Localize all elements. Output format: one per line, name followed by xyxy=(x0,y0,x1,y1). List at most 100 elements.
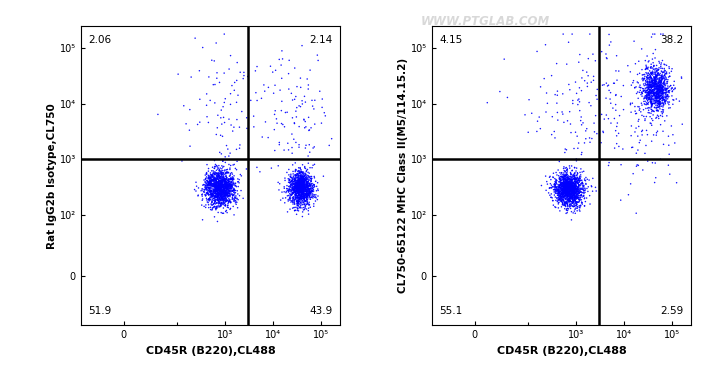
Point xyxy=(296,184,307,190)
Point xyxy=(567,185,578,191)
Point xyxy=(566,190,577,196)
Point xyxy=(653,70,664,76)
Point xyxy=(220,190,232,196)
Point xyxy=(289,208,300,214)
Point xyxy=(216,171,227,177)
Point xyxy=(654,99,665,105)
Point xyxy=(567,184,578,190)
Point xyxy=(206,192,218,198)
Point xyxy=(641,79,652,85)
Point xyxy=(212,192,223,198)
Point xyxy=(222,170,233,176)
Point xyxy=(214,175,225,181)
Point xyxy=(302,192,313,198)
Point xyxy=(647,88,658,94)
Point xyxy=(293,182,305,188)
Point xyxy=(206,196,218,202)
Point xyxy=(544,192,555,198)
Point xyxy=(293,190,304,196)
Point xyxy=(656,80,667,86)
Point xyxy=(658,75,670,81)
Point xyxy=(296,193,307,199)
Point xyxy=(211,196,223,202)
Point xyxy=(568,189,579,195)
Point xyxy=(296,191,307,197)
Point xyxy=(579,78,590,84)
Point xyxy=(230,187,241,193)
Point xyxy=(567,178,578,184)
Point xyxy=(220,181,231,187)
Point xyxy=(285,181,296,187)
Point xyxy=(208,180,219,186)
Point xyxy=(214,185,225,191)
Point xyxy=(656,74,667,80)
Point xyxy=(210,190,221,196)
Point xyxy=(574,196,585,202)
Point xyxy=(218,198,229,204)
Point xyxy=(653,78,664,84)
Point xyxy=(220,183,232,189)
Point xyxy=(648,66,659,72)
Point xyxy=(298,194,309,200)
Point xyxy=(642,66,654,72)
Point xyxy=(647,84,658,90)
Point xyxy=(558,181,569,187)
Point xyxy=(216,185,227,191)
Point xyxy=(208,177,220,183)
Point xyxy=(298,187,310,193)
Point xyxy=(298,187,309,193)
Point xyxy=(283,189,294,195)
Point xyxy=(564,189,575,195)
Point xyxy=(649,88,660,94)
Point xyxy=(559,188,571,194)
Point xyxy=(279,175,291,181)
Point xyxy=(297,169,308,175)
Point xyxy=(559,182,571,188)
Point xyxy=(308,183,319,188)
Point xyxy=(209,181,220,187)
Point xyxy=(651,83,663,89)
Point xyxy=(652,95,663,101)
Point xyxy=(297,202,308,208)
Point xyxy=(567,191,578,197)
Point xyxy=(561,180,572,186)
Point xyxy=(298,186,310,192)
Point xyxy=(559,198,570,204)
Point xyxy=(655,88,666,94)
Point xyxy=(213,171,225,177)
Point xyxy=(561,180,572,186)
Point xyxy=(652,101,663,107)
Point xyxy=(611,123,623,129)
Point xyxy=(658,88,669,94)
Point xyxy=(210,183,221,189)
Point xyxy=(305,188,317,194)
Point xyxy=(656,76,668,82)
Point xyxy=(644,92,656,98)
Point xyxy=(213,179,225,185)
Point xyxy=(291,188,303,194)
Point xyxy=(294,186,305,192)
Point xyxy=(201,186,212,192)
Point xyxy=(569,193,581,199)
Point xyxy=(568,176,579,182)
Point xyxy=(216,171,227,177)
Point xyxy=(566,199,577,205)
Point xyxy=(657,75,668,81)
Point xyxy=(655,89,666,95)
Point xyxy=(214,183,225,189)
Point xyxy=(651,73,662,79)
Point xyxy=(298,192,309,198)
Point xyxy=(657,108,668,114)
Point xyxy=(201,197,213,203)
Point xyxy=(554,175,565,181)
Point xyxy=(292,182,303,188)
Point xyxy=(297,189,308,195)
Point xyxy=(567,180,578,186)
Point xyxy=(216,193,227,199)
Point xyxy=(204,179,216,185)
Point xyxy=(223,183,234,189)
Point xyxy=(640,66,651,72)
Point xyxy=(285,171,296,177)
Point xyxy=(292,186,303,192)
Point xyxy=(222,184,233,190)
